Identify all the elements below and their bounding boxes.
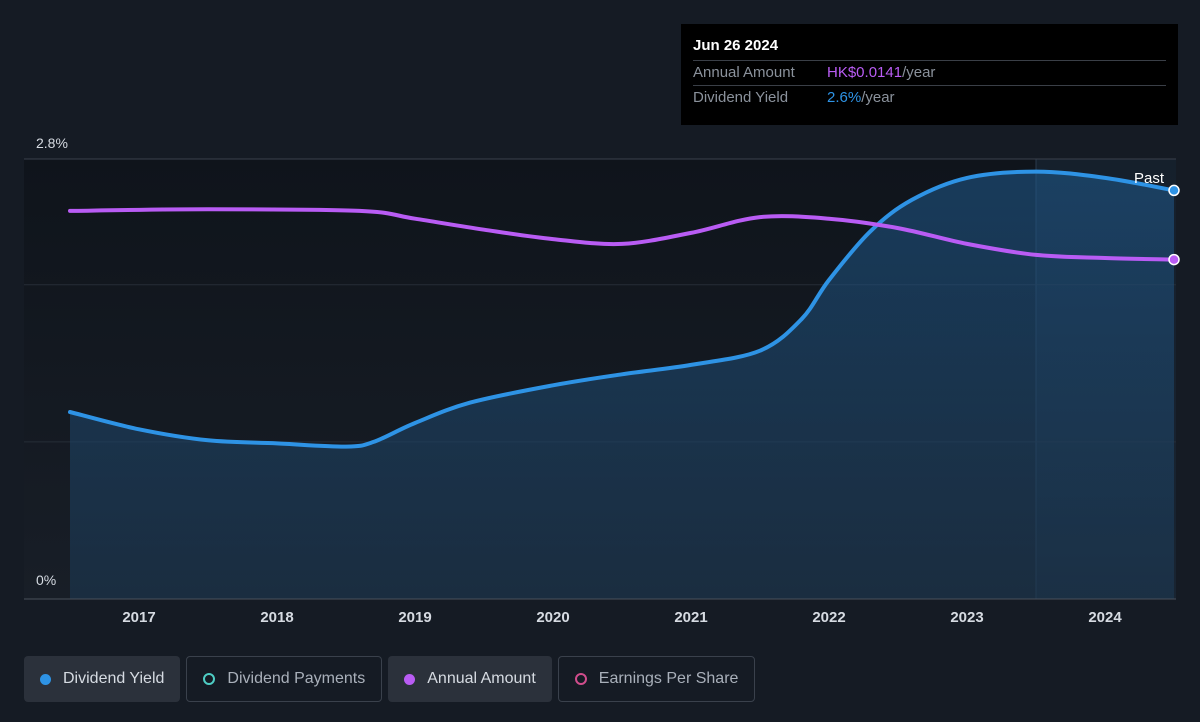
past-label: Past	[1134, 170, 1165, 187]
x-tick-label: 2021	[674, 609, 707, 626]
legend: Dividend Yield Dividend Payments Annual …	[24, 656, 756, 702]
annual-amount-dot-icon	[404, 673, 416, 685]
tooltip-panel: Jun 26 2024 Annual Amount HK$0.0141 /yea…	[681, 24, 1178, 125]
tooltip-date: Jun 26 2024	[693, 37, 779, 54]
legend-annual-amount-button[interactable]: Annual Amount	[388, 656, 552, 702]
annual-amount-end-marker	[1168, 253, 1180, 266]
annual-amount-line	[68, 207, 1176, 262]
legend-label: Annual Amount	[427, 670, 536, 687]
y-tick-label-top: 2.8%	[36, 135, 68, 151]
earnings-per-share-ring-icon	[574, 673, 587, 685]
dividend-payments-ring-icon	[203, 673, 216, 685]
tooltip-value: HK$0.0141	[827, 64, 903, 81]
tooltip-unit: /year	[861, 89, 895, 106]
x-tick-label: 2017	[122, 609, 155, 626]
y-tick-label-bottom: 0%	[36, 572, 56, 588]
tooltip-row-annual-amount: Annual Amount HK$0.0141 /year	[693, 60, 1166, 85]
legend-label: Earnings Per Share	[598, 670, 739, 687]
legend-label: Dividend Yield	[63, 670, 165, 687]
x-tick-label: 2023	[950, 609, 983, 626]
x-tick-label: 2022	[812, 609, 845, 626]
x-tick-label: 2024	[1088, 609, 1122, 626]
tooltip-label: Annual Amount	[693, 64, 795, 81]
dividend-yield-end-marker	[1168, 184, 1180, 197]
x-tick-label: 2019	[398, 609, 431, 626]
x-tick-label: 2020	[536, 609, 569, 626]
tooltip-label: Dividend Yield	[693, 89, 789, 106]
tooltip-unit: /year	[902, 64, 936, 81]
dividend-yield-line	[68, 169, 1176, 449]
dividend-yield-dot-icon	[40, 673, 51, 685]
legend-dividend-payments-button[interactable]: Dividend Payments	[186, 656, 383, 702]
legend-dividend-yield-button[interactable]: Dividend Yield	[24, 656, 181, 702]
legend-earnings-per-share-button[interactable]: Earnings Per Share	[557, 656, 756, 702]
x-tick-label: 2018	[260, 609, 293, 626]
dividend-yield-area	[70, 171, 1174, 599]
dividend-chart: 2.8% 0% Past 2017 2018 2019 2020 2021 2022 202…	[24, 135, 1180, 626]
tooltip-row-dividend-yield: Dividend Yield 2.6% /year	[693, 85, 1166, 110]
tooltip-value: 2.6%	[827, 89, 862, 106]
legend-label: Dividend Payments	[227, 670, 366, 687]
